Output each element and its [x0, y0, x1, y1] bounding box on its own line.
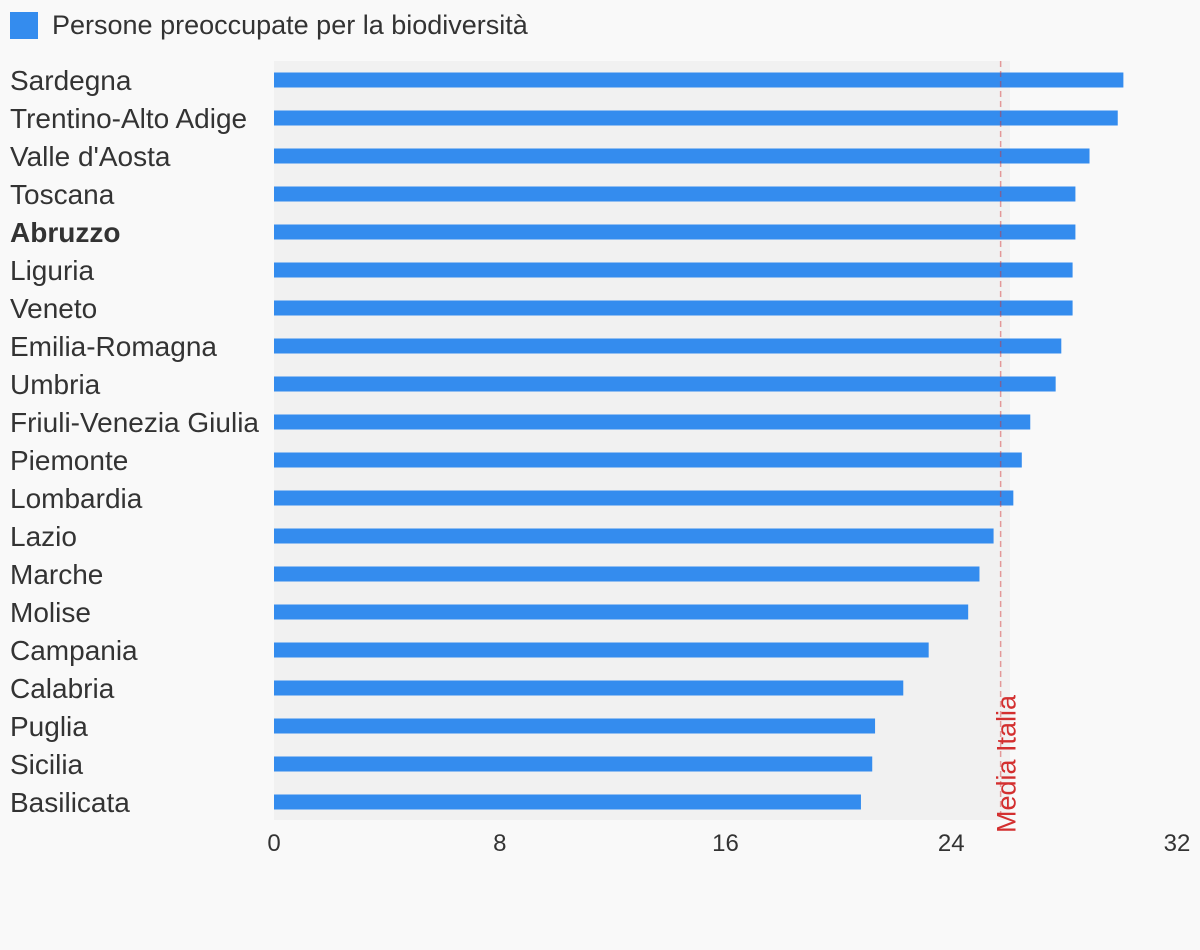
bar-campania	[274, 642, 929, 658]
bar-lombardia	[274, 490, 1014, 506]
category-label: Abruzzo	[10, 217, 120, 248]
category-label: Marche	[10, 559, 103, 590]
bar-piemonte	[274, 452, 1022, 468]
x-tick-label: 32	[1164, 830, 1191, 857]
category-label: Friuli-Venezia Giulia	[10, 407, 259, 438]
category-label: Umbria	[10, 369, 101, 400]
category-labels: Sardegna Trentino-Alto Adige Valle d'Aosta…	[10, 65, 259, 818]
category-label: Veneto	[10, 293, 97, 324]
bar-calabria	[274, 680, 904, 696]
category-label: Molise	[10, 597, 91, 628]
category-label: Lazio	[10, 521, 77, 552]
category-label: Valle d'Aosta	[10, 141, 171, 172]
legend-label: Persone preoccupate per la biodiversità	[52, 10, 528, 40]
bars-group	[274, 72, 1124, 810]
category-label: Calabria	[10, 673, 115, 704]
reference-line-label: Media Italia	[992, 694, 1022, 833]
bar-marche	[274, 566, 980, 582]
bar-veneto	[274, 300, 1073, 316]
category-label: Liguria	[10, 255, 94, 286]
category-label: Lombardia	[10, 483, 143, 514]
bar-valle-d-aosta	[274, 148, 1090, 164]
legend-swatch	[10, 12, 38, 39]
bar-trentino-alto-adige	[274, 110, 1118, 126]
x-tick-label: 0	[267, 830, 280, 857]
category-label: Sicilia	[10, 749, 84, 780]
category-label: Piemonte	[10, 445, 128, 476]
x-tick-label: 24	[938, 830, 965, 857]
category-label: Basilicata	[10, 787, 130, 818]
category-label: Toscana	[10, 179, 115, 210]
bar-molise	[274, 604, 969, 620]
category-label: Campania	[10, 635, 138, 666]
category-label: Emilia-Romagna	[10, 331, 217, 362]
legend: Persone preoccupate per la biodiversità	[10, 10, 528, 41]
bar-umbria	[274, 376, 1056, 392]
x-axis-ticks: 0 8 16 24 32	[267, 830, 1190, 857]
bar-friuli-venezia-giulia	[274, 414, 1031, 430]
bar-lazio	[274, 528, 994, 544]
bar-basilicata	[274, 794, 861, 810]
bar-emilia-romagna	[274, 338, 1062, 354]
bar-puglia	[274, 718, 876, 734]
category-label: Trentino-Alto Adige	[10, 103, 247, 134]
bar-abruzzo	[274, 224, 1076, 240]
x-tick-label: 8	[493, 830, 506, 857]
bar-sardegna	[274, 72, 1124, 88]
category-label: Puglia	[10, 711, 88, 742]
bar-toscana	[274, 186, 1076, 202]
bar-sicilia	[274, 756, 873, 772]
category-label: Sardegna	[10, 65, 132, 96]
x-tick-label: 16	[712, 830, 739, 857]
plot-background	[274, 61, 1010, 820]
bar-liguria	[274, 262, 1073, 278]
